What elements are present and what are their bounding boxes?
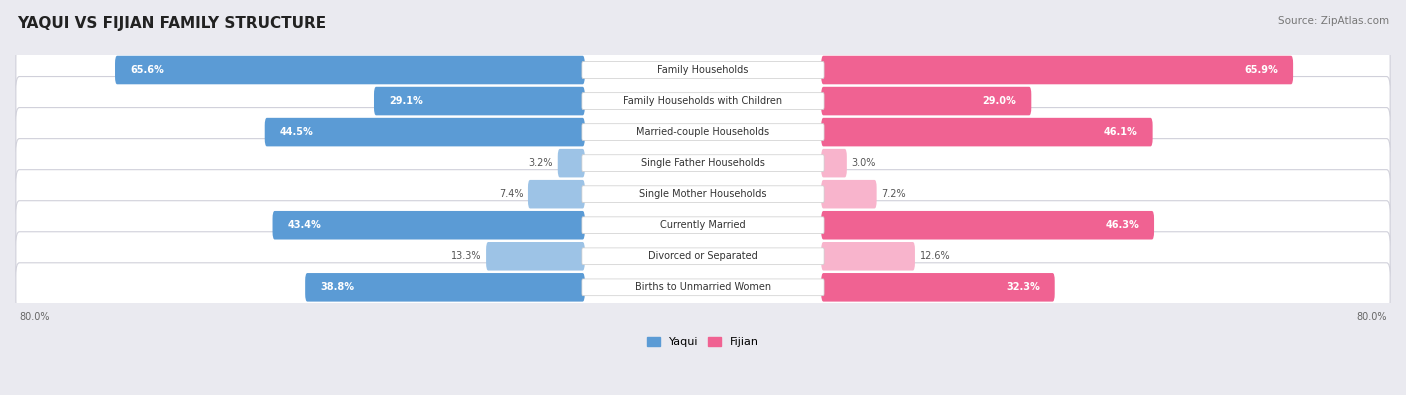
FancyBboxPatch shape (821, 242, 915, 271)
Text: 32.3%: 32.3% (1005, 282, 1039, 292)
FancyBboxPatch shape (305, 273, 585, 302)
FancyBboxPatch shape (15, 139, 1391, 188)
Text: Births to Unmarried Women: Births to Unmarried Women (636, 282, 770, 292)
FancyBboxPatch shape (582, 217, 824, 233)
Text: 43.4%: 43.4% (288, 220, 322, 230)
FancyBboxPatch shape (264, 118, 585, 147)
FancyBboxPatch shape (821, 180, 876, 209)
Text: Single Father Households: Single Father Households (641, 158, 765, 168)
Text: YAQUI VS FIJIAN FAMILY STRUCTURE: YAQUI VS FIJIAN FAMILY STRUCTURE (17, 16, 326, 31)
FancyBboxPatch shape (582, 62, 824, 78)
Text: 65.6%: 65.6% (131, 65, 165, 75)
FancyBboxPatch shape (15, 45, 1391, 94)
FancyBboxPatch shape (115, 56, 585, 84)
FancyBboxPatch shape (821, 273, 1054, 302)
Text: Family Households with Children: Family Households with Children (623, 96, 783, 106)
FancyBboxPatch shape (15, 107, 1391, 157)
Text: 80.0%: 80.0% (20, 312, 49, 322)
FancyBboxPatch shape (15, 170, 1391, 219)
Text: Single Mother Households: Single Mother Households (640, 189, 766, 199)
Text: 3.2%: 3.2% (529, 158, 553, 168)
Text: 3.0%: 3.0% (852, 158, 876, 168)
FancyBboxPatch shape (15, 263, 1391, 312)
Text: Source: ZipAtlas.com: Source: ZipAtlas.com (1278, 16, 1389, 26)
FancyBboxPatch shape (821, 56, 1294, 84)
FancyBboxPatch shape (527, 180, 585, 209)
FancyBboxPatch shape (821, 211, 1154, 239)
FancyBboxPatch shape (15, 77, 1391, 126)
Text: 46.1%: 46.1% (1104, 127, 1137, 137)
FancyBboxPatch shape (582, 93, 824, 109)
Text: 7.4%: 7.4% (499, 189, 523, 199)
FancyBboxPatch shape (15, 201, 1391, 250)
Legend: Yaqui, Fijian: Yaqui, Fijian (643, 333, 763, 352)
Text: 46.3%: 46.3% (1105, 220, 1139, 230)
Text: 12.6%: 12.6% (920, 251, 950, 261)
FancyBboxPatch shape (486, 242, 585, 271)
FancyBboxPatch shape (821, 87, 1032, 115)
Text: 44.5%: 44.5% (280, 127, 314, 137)
FancyBboxPatch shape (582, 124, 824, 141)
Text: 29.1%: 29.1% (389, 96, 423, 106)
FancyBboxPatch shape (821, 149, 846, 177)
Text: 65.9%: 65.9% (1244, 65, 1278, 75)
FancyBboxPatch shape (374, 87, 585, 115)
Text: Divorced or Separated: Divorced or Separated (648, 251, 758, 261)
Text: Married-couple Households: Married-couple Households (637, 127, 769, 137)
FancyBboxPatch shape (273, 211, 585, 239)
FancyBboxPatch shape (582, 279, 824, 296)
Text: 38.8%: 38.8% (321, 282, 354, 292)
Text: 13.3%: 13.3% (451, 251, 481, 261)
Text: 7.2%: 7.2% (882, 189, 905, 199)
FancyBboxPatch shape (582, 155, 824, 171)
FancyBboxPatch shape (558, 149, 585, 177)
FancyBboxPatch shape (582, 186, 824, 203)
Text: Family Households: Family Households (658, 65, 748, 75)
FancyBboxPatch shape (821, 118, 1153, 147)
Text: Currently Married: Currently Married (661, 220, 745, 230)
Text: 80.0%: 80.0% (1357, 312, 1386, 322)
FancyBboxPatch shape (15, 232, 1391, 281)
FancyBboxPatch shape (582, 248, 824, 265)
Text: 29.0%: 29.0% (983, 96, 1017, 106)
